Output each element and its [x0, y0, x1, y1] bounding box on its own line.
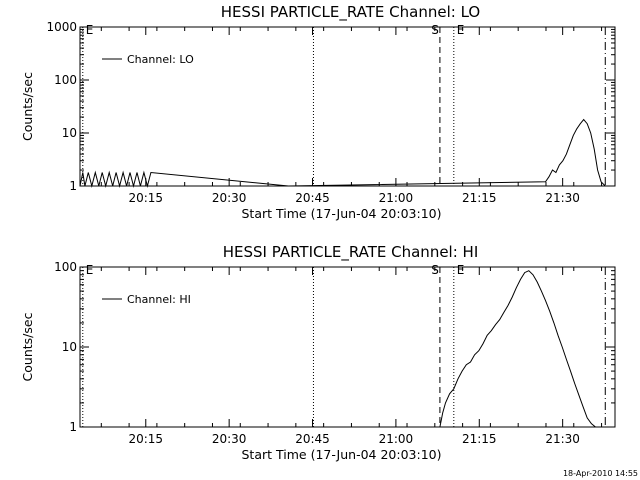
y-axis-ticks: 1 10 100	[54, 260, 615, 434]
y-tick-label: 1	[69, 420, 77, 434]
x-tick-label: 21:00	[379, 432, 414, 446]
x-tick-label: 20:30	[212, 191, 247, 205]
chart-title: HESSI PARTICLE_RATE Channel: LO	[221, 3, 480, 22]
y-tick-label: 100	[54, 73, 77, 87]
x-tick-label: 21:15	[462, 432, 497, 446]
y-tick-label: 1	[69, 179, 77, 193]
series-line-channel-lo	[79, 118, 606, 188]
x-tick-label: 20:45	[295, 191, 330, 205]
legend: Channel: HI	[102, 293, 191, 306]
x-axis-label: Start Time (17-Jun-04 20:03:10)	[242, 206, 442, 221]
x-tick-label: 20:45	[295, 432, 330, 446]
marker-label: E	[86, 23, 94, 37]
x-tick-label: 21:30	[545, 191, 580, 205]
y-tick-label: 10	[62, 126, 77, 140]
generation-timestamp: 18-Apr-2010 14:55	[563, 469, 638, 478]
panel-channel-hi: HESSI PARTICLE_RATE Channel: HI Counts/s…	[20, 243, 616, 462]
legend: Channel: LO	[102, 53, 194, 66]
marker-label: E	[457, 23, 465, 37]
x-tick-label: 20:15	[128, 191, 163, 205]
y-axis-label: Counts/sec	[20, 312, 35, 381]
x-axis-ticks: 20:15 20:30 20:45 21:00 21:15 21:30	[100, 267, 603, 446]
plot-frame	[79, 26, 616, 187]
legend-label: Channel: HI	[127, 293, 191, 306]
chart-title: HESSI PARTICLE_RATE Channel: HI	[223, 243, 479, 262]
x-axis-ticks: 20:15 20:30 20:45 21:00 21:15 21:30	[100, 27, 603, 205]
legend-label: Channel: LO	[127, 53, 194, 66]
x-tick-label: 20:30	[212, 432, 247, 446]
x-tick-label: 21:00	[379, 191, 414, 205]
marker-label: E	[457, 263, 465, 277]
marker-label: E	[86, 263, 94, 277]
x-tick-label: 20:15	[128, 432, 163, 446]
y-tick-label: 1000	[46, 20, 77, 34]
x-axis-label: Start Time (17-Jun-04 20:03:10)	[242, 447, 442, 462]
y-tick-label: 10	[62, 340, 77, 354]
y-axis-ticks: 1 10 100 1000	[46, 20, 615, 193]
x-tick-label: 21:30	[545, 432, 580, 446]
y-tick-label: 100	[54, 260, 77, 274]
y-axis-label: Counts/sec	[20, 72, 35, 141]
marker-label: S	[431, 263, 439, 277]
x-tick-label: 21:15	[462, 191, 497, 205]
marker-label: S	[431, 23, 439, 37]
panel-channel-lo: HESSI PARTICLE_RATE Channel: LO Counts/s…	[20, 3, 616, 221]
series-line-channel-hi	[439, 270, 596, 428]
